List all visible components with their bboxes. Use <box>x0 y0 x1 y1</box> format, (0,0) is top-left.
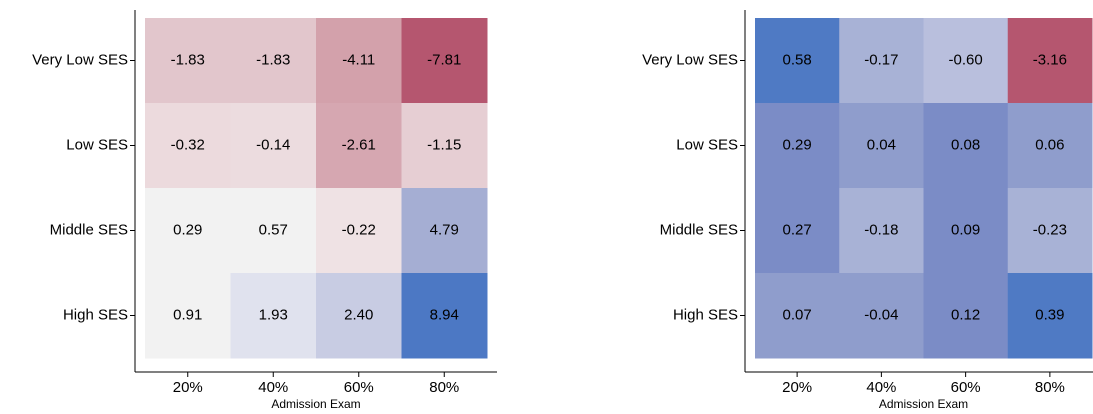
cell-label: 4.79 <box>430 221 459 238</box>
cell-label: -1.83 <box>171 51 205 68</box>
heatmap-cell <box>401 103 488 189</box>
heatmap-cell <box>1007 188 1093 274</box>
cell-label: 8.94 <box>430 306 459 323</box>
heatmap-cell <box>145 18 231 104</box>
y-tick-label: Middle SES <box>50 221 128 238</box>
x-axis-label: Admission Exam <box>879 397 968 411</box>
heatmap-cell <box>1007 273 1093 359</box>
y-tick-label: Middle SES <box>660 221 738 238</box>
heatmap-cell <box>755 273 840 359</box>
heatmap-cell <box>755 103 840 189</box>
heatmap-cell <box>145 188 231 274</box>
heatmap-cell <box>839 188 924 274</box>
cell-label: -7.81 <box>427 51 461 68</box>
y-tick-label: High SES <box>63 306 128 323</box>
heatmap-cell <box>839 18 924 104</box>
cell-label: 0.29 <box>173 221 202 238</box>
heatmap-cell <box>145 273 231 359</box>
cell-label: 0.39 <box>1035 306 1064 323</box>
heatmap-cell <box>230 188 317 274</box>
cell-label: 1.93 <box>259 306 288 323</box>
x-tick-label: 60% <box>951 379 981 396</box>
heatmap-cell <box>923 188 1009 274</box>
heatmap-cell <box>401 273 488 359</box>
heatmap-cell <box>230 273 317 359</box>
cell-label: 0.57 <box>259 221 288 238</box>
heatmap-cell <box>923 18 1009 104</box>
heatmap-cell <box>755 188 840 274</box>
x-axis-label: Admission Exam <box>271 397 360 411</box>
y-tick-label: Very Low SES <box>642 51 738 68</box>
heatmap-cell <box>755 18 840 104</box>
y-tick-label: Low SES <box>676 136 738 153</box>
heatmap-cell <box>316 18 402 104</box>
x-tick-label: 40% <box>258 379 288 396</box>
x-tick-label: 60% <box>344 379 374 396</box>
cell-label: 0.91 <box>173 306 202 323</box>
cell-label: 0.04 <box>867 136 896 153</box>
heatmap-cell <box>923 273 1009 359</box>
cell-label: 0.07 <box>783 306 812 323</box>
cell-label: -1.15 <box>427 136 461 153</box>
cell-label: 0.09 <box>951 221 980 238</box>
cell-label: -0.18 <box>864 221 898 238</box>
x-tick-label: 20% <box>782 379 812 396</box>
heatmap-cell <box>401 18 488 104</box>
cell-label: -0.32 <box>171 136 205 153</box>
x-tick-label: 80% <box>1035 379 1065 396</box>
cell-label: -0.04 <box>864 306 898 323</box>
heatmap-cell <box>230 18 317 104</box>
cell-label: -2.61 <box>342 136 376 153</box>
heatmap-cell <box>1007 103 1093 189</box>
heatmap-cell <box>316 273 402 359</box>
cell-label: -0.17 <box>864 51 898 68</box>
cell-label: -0.60 <box>949 51 983 68</box>
cell-label: 0.58 <box>783 51 812 68</box>
x-tick-label: 20% <box>173 379 203 396</box>
cell-label: -4.11 <box>342 51 375 68</box>
heatmap-cell <box>230 103 317 189</box>
cell-label: -0.23 <box>1033 221 1067 238</box>
y-tick-label: Low SES <box>66 136 128 153</box>
heatmap-cell <box>316 103 402 189</box>
heatmap-cell <box>316 188 402 274</box>
cell-label: 0.27 <box>783 221 812 238</box>
cell-label: -3.16 <box>1033 51 1067 68</box>
y-tick-label: High SES <box>673 306 738 323</box>
cell-label: 0.06 <box>1035 136 1064 153</box>
cell-label: -1.83 <box>256 51 290 68</box>
heatmap-cell <box>839 103 924 189</box>
x-tick-label: 40% <box>866 379 896 396</box>
cell-label: -0.14 <box>256 136 290 153</box>
cell-label: 2.40 <box>344 306 373 323</box>
heatmap-cell <box>401 188 488 274</box>
heatmap-cell <box>839 273 924 359</box>
heatmap-cell <box>145 103 231 189</box>
cell-label: 0.08 <box>951 136 980 153</box>
heatmap-cell <box>1007 18 1093 104</box>
heatmap-cell <box>923 103 1009 189</box>
y-tick-label: Very Low SES <box>32 51 128 68</box>
x-tick-label: 80% <box>429 379 459 396</box>
cell-label: 0.12 <box>951 306 980 323</box>
cell-label: 0.29 <box>783 136 812 153</box>
cell-label: -0.22 <box>342 221 376 238</box>
